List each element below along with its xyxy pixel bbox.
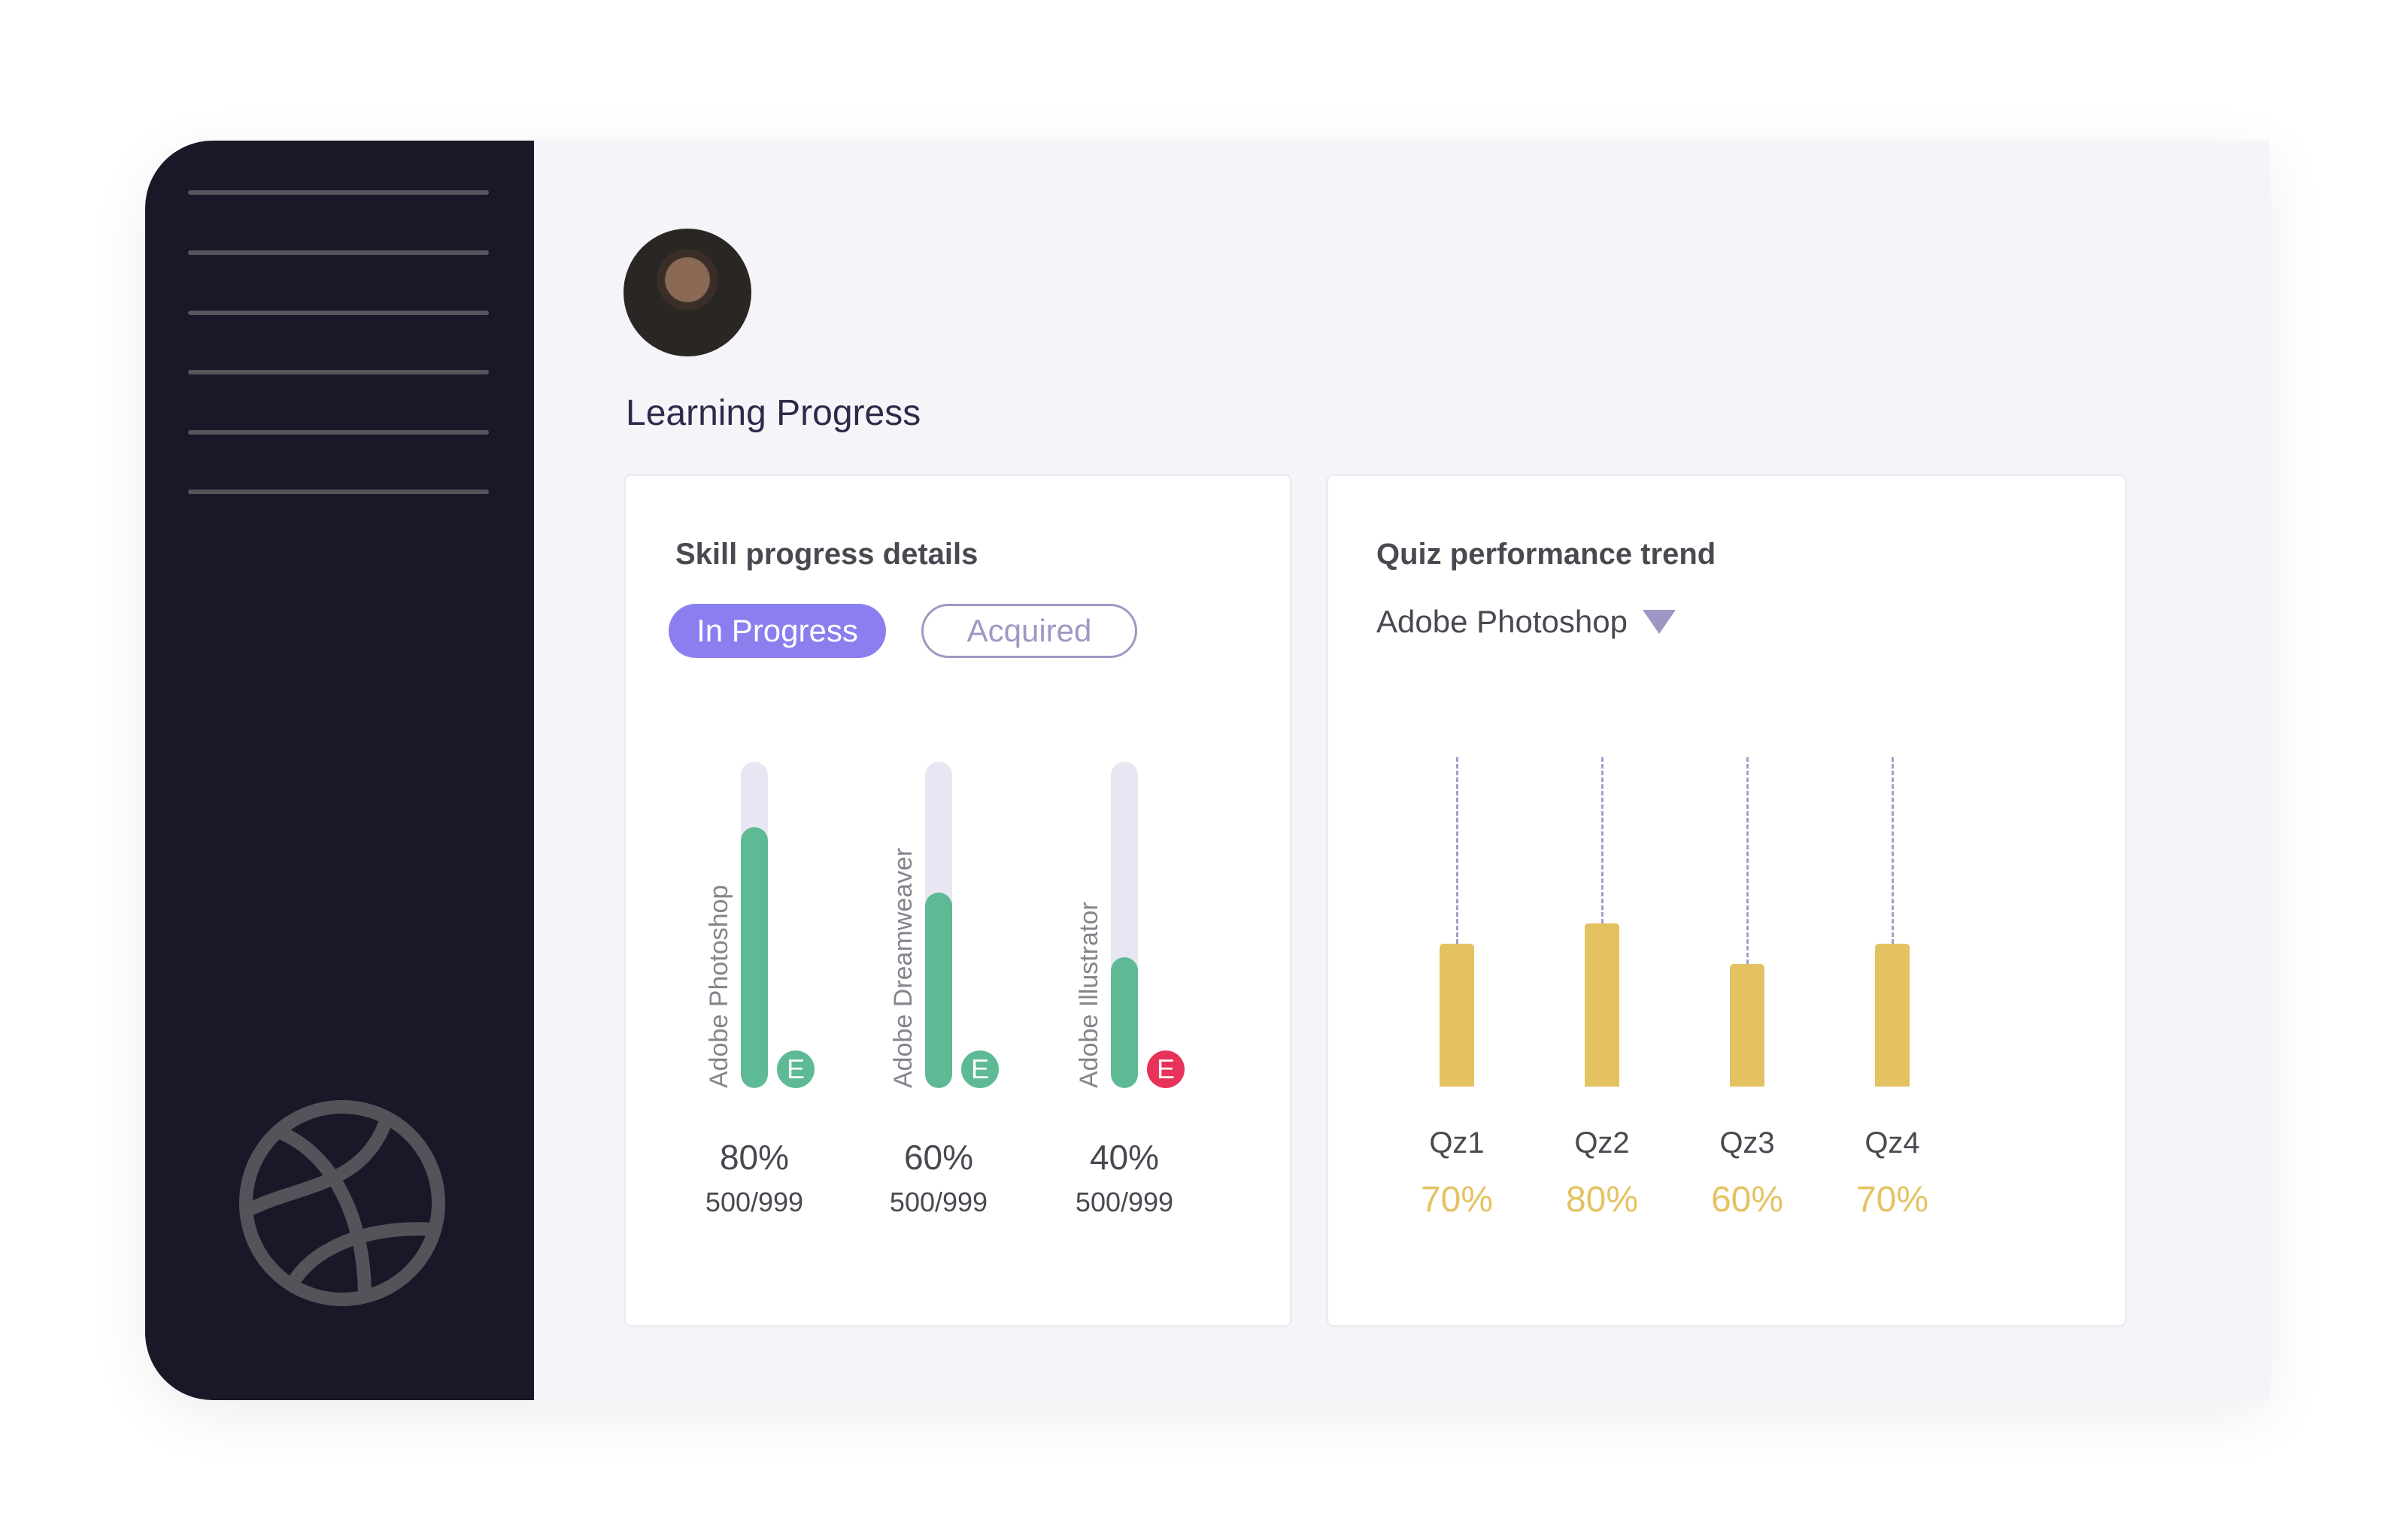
quiz-guide-line — [1456, 757, 1458, 944]
quiz-guide-line — [1892, 757, 1894, 944]
skill-name: Adobe Illustrator — [1075, 902, 1103, 1088]
quiz-value: 70% — [1855, 1180, 1929, 1220]
sidebar-menu-line[interactable] — [188, 430, 489, 435]
dropdown-value: Adobe Photoshop — [1376, 604, 1628, 639]
skill-progress-fill — [1111, 957, 1138, 1088]
quiz-value: 80% — [1565, 1180, 1639, 1220]
sidebar-menu-line[interactable] — [188, 311, 489, 315]
sidebar-menu-line[interactable] — [188, 370, 489, 374]
quiz-bar-Qz4[interactable] — [1875, 944, 1910, 1087]
tab-in-progress[interactable]: In Progress — [669, 604, 886, 658]
skill-percent: 80% — [719, 1138, 790, 1177]
skill-progress-bar — [1111, 762, 1138, 1088]
basketball-icon — [239, 1100, 445, 1306]
quiz-label: Qz1 — [1429, 1126, 1485, 1160]
quiz-panel-title: Quiz performance trend — [1376, 538, 1716, 571]
quiz-label: Qz2 — [1574, 1126, 1630, 1160]
sidebar-menu-line[interactable] — [188, 190, 489, 195]
quiz-value: 60% — [1710, 1180, 1784, 1220]
skill-dropdown[interactable]: Adobe Photoshop — [1376, 604, 1676, 640]
skill-progress-bar — [925, 762, 952, 1088]
skill-percent: 60% — [903, 1138, 974, 1177]
skill-count: 500/999 — [705, 1187, 804, 1217]
quiz-guide-line — [1746, 757, 1749, 965]
quiz-label: Qz3 — [1719, 1126, 1775, 1160]
skill-progress-fill — [925, 892, 952, 1088]
level-badge: E — [961, 1050, 999, 1088]
skill-progress-fill — [741, 826, 768, 1088]
sidebar — [145, 141, 534, 1400]
quiz-label: Qz4 — [1864, 1126, 1920, 1160]
quiz-performance-panel — [1326, 474, 2127, 1327]
quiz-value: 70% — [1420, 1180, 1494, 1220]
quiz-bar-Qz1[interactable] — [1440, 944, 1474, 1087]
caret-down-icon — [1642, 610, 1676, 634]
sidebar-menu-line[interactable] — [188, 250, 489, 255]
quiz-guide-line — [1601, 757, 1604, 923]
skill-name: Adobe Photoshop — [705, 884, 733, 1088]
level-badge: E — [1147, 1050, 1185, 1088]
tab-acquired[interactable]: Acquired — [921, 604, 1137, 658]
quiz-bar-Qz2[interactable] — [1585, 923, 1619, 1087]
skill-panel-title: Skill progress details — [675, 538, 978, 571]
page-title: Learning Progress — [626, 393, 921, 433]
skill-name: Adobe Dreamweaver — [889, 847, 918, 1088]
sidebar-menu-line[interactable] — [188, 490, 489, 494]
skill-count: 500/999 — [889, 1187, 988, 1217]
quiz-bar-Qz3[interactable] — [1730, 964, 1764, 1087]
skill-progress-bar — [741, 762, 768, 1088]
level-badge: E — [777, 1050, 815, 1088]
skill-percent: 40% — [1089, 1138, 1160, 1177]
skill-count: 500/999 — [1075, 1187, 1174, 1217]
avatar[interactable] — [624, 229, 751, 356]
